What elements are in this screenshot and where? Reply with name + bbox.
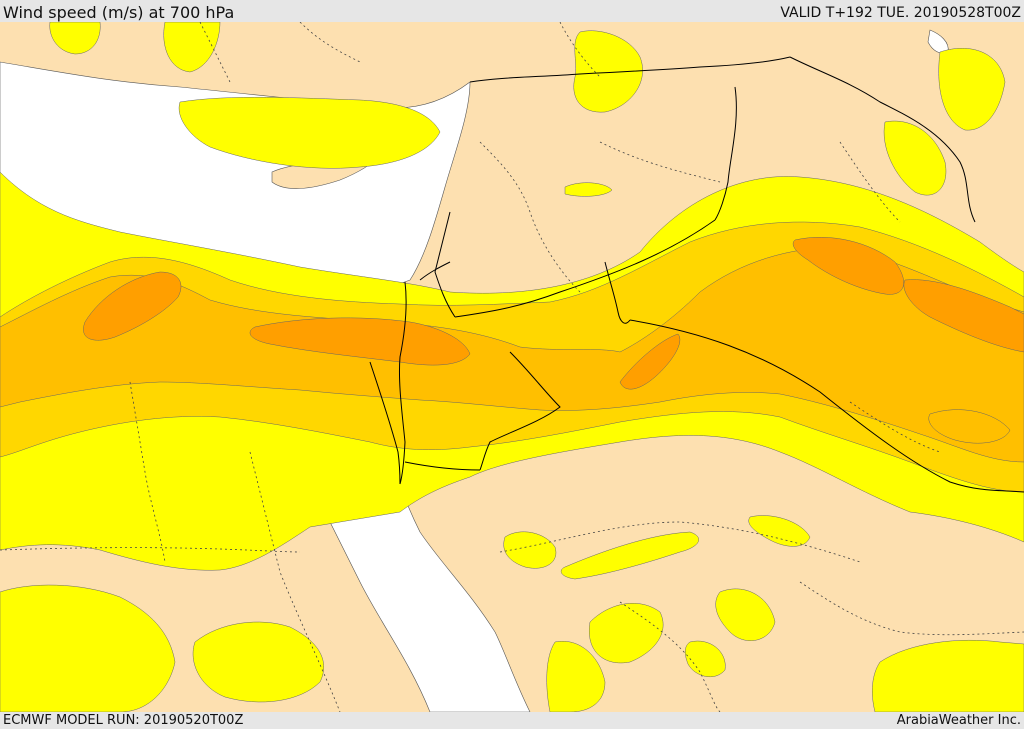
wind-band-yellow-north	[178, 96, 441, 169]
wind-blob-n1	[573, 30, 643, 113]
wind-speed-map	[0, 22, 1024, 712]
wind-blob-s6	[715, 588, 776, 641]
map-title: Wind speed (m/s) at 700 hPa	[3, 3, 235, 22]
map-area	[0, 22, 1024, 712]
wind-blob-s7	[685, 640, 726, 678]
wind-core-west	[83, 271, 182, 341]
wind-core-far-east	[903, 279, 1024, 353]
wind-blob-nw	[163, 22, 221, 73]
wind-core-central	[249, 317, 471, 366]
model-run-label: ECMWF MODEL RUN: 20190520T00Z	[3, 713, 244, 728]
wind-blob-sw	[0, 584, 176, 712]
wind-blob-s2	[560, 531, 699, 580]
wind-blob-n2	[938, 48, 1006, 131]
wind-blob-se	[872, 639, 1024, 712]
wind-core-east	[792, 237, 904, 295]
wind-blob-n3	[883, 120, 947, 196]
wind-blob-nw2	[49, 22, 101, 55]
wind-core-mid	[619, 333, 680, 390]
footer-bar: ECMWF MODEL RUN: 20190520T00Z ArabiaWeat…	[0, 712, 1024, 729]
country-borders	[369, 56, 1024, 493]
wind-blob-sw2	[192, 621, 324, 703]
admin-boundaries	[0, 22, 1024, 712]
valid-time: VALID T+192 TUE. 20190528T00Z	[780, 5, 1021, 21]
credit-label: ArabiaWeather Inc.	[896, 713, 1021, 728]
wind-blob-c1	[564, 182, 613, 197]
wind-blob-s3	[748, 515, 811, 547]
wind-blob-s5	[546, 640, 606, 712]
wind-blob-s4	[588, 603, 664, 664]
wind-blob-s1	[503, 531, 557, 569]
wind-core-se	[928, 409, 1011, 444]
header-bar: Wind speed (m/s) at 700 hPa VALID T+192 …	[0, 0, 1024, 22]
